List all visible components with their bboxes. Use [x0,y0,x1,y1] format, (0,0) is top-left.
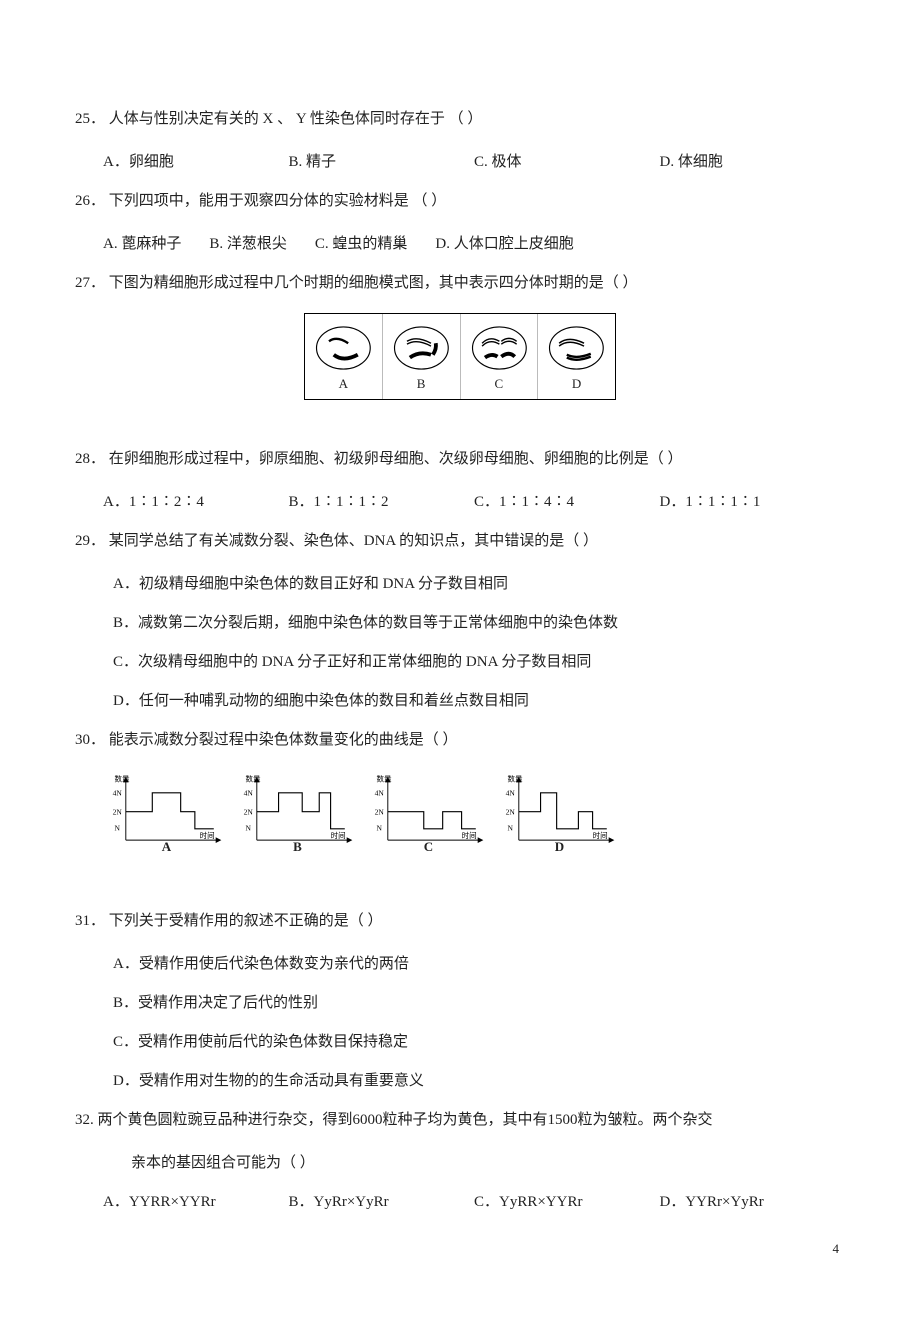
q25-number: 25． [75,111,105,127]
svg-text:4N: 4N [113,789,123,798]
q26-number: 26． [75,193,105,209]
q32-continuation: 亲本的基因组合可能为（ ） [75,1144,845,1183]
q25-text: 人体与性别决定有关的 X 、 Y 性染色体同时存在于 （ ） [109,111,483,127]
q27-panel-c: C [461,314,539,399]
svg-text:时间: 时间 [593,830,608,840]
svg-text:4N: 4N [375,789,385,798]
q27-label-d: D [572,367,581,401]
spacer [75,410,845,440]
q27-figure: A B C [75,313,845,400]
q30-curve-figure: 数量 4N 2N N 时间 A 数量 4N 2N [103,770,623,862]
q32-opt-a: A．YYRR×YYRr [103,1183,289,1222]
q27-panel-a: A [305,314,383,399]
q26-opt-b: B. 洋葱根尖 [209,225,287,264]
q26-options: A. 蓖麻种子 B. 洋葱根尖 C. 蝗虫的精巢 D. 人体口腔上皮细胞 [75,225,845,264]
q31-opt-c: C．受精作用使前后代的染色体数目保持稳定 [113,1023,845,1062]
svg-text:时间: 时间 [200,830,215,840]
q30-panel-a: 数量 4N 2N N 时间 A [103,770,230,862]
q29-opt-c: C．次级精母细胞中的 DNA 分子正好和正常体细胞的 DNA 分子数目相同 [113,643,845,682]
q28-number: 28． [75,451,105,467]
q31-number: 31． [75,913,105,929]
question-28: 28． 在卵细胞形成过程中，卵原细胞、初级卵母细胞、次级卵母细胞、卵细胞的比例是… [75,440,845,479]
q26-opt-d: D. 人体口腔上皮细胞 [435,225,573,264]
q29-opt-d: D．任何一种哺乳动物的细胞中染色体的数目和着丝点数目相同 [113,682,845,721]
q25-opt-a: A．卵细胞 [103,143,289,182]
svg-text:数量: 数量 [507,773,523,783]
q27-label-b: B [417,367,426,401]
page-number: 4 [75,1222,845,1266]
q28-opt-d: D．1∶1∶1∶1 [660,483,846,522]
question-31: 31． 下列关于受精作用的叙述不正确的是（ ） [75,902,845,941]
svg-text:N: N [114,824,120,833]
q28-opt-a: A．1∶1∶2∶4 [103,483,289,522]
spacer [75,872,845,902]
q28-opt-c: C．1∶1∶4∶4 [474,483,660,522]
q28-options: A．1∶1∶2∶4 B．1∶1∶1∶2 C．1∶1∶4∶4 D．1∶1∶1∶1 [75,483,845,522]
q27-label-c: C [495,367,504,401]
q30-label-c: C [424,830,433,864]
svg-text:数量: 数量 [114,773,130,783]
q32-text: 两个黄色圆粒豌豆品种进行杂交，得到6000粒种子均为黄色，其中有1500粒为皱粒… [98,1112,713,1128]
q29-opt-a: A．初级精母细胞中染色体的数目正好和 DNA 分子数目相同 [113,565,845,604]
q27-number: 27． [75,275,105,291]
svg-text:2N: 2N [113,808,123,817]
q30-label-a: A [162,830,171,864]
question-29: 29． 某同学总结了有关减数分裂、染色体、DNA 的知识点，其中错误的是（ ） [75,522,845,561]
q31-opt-b: B．受精作用决定了后代的性别 [113,984,845,1023]
svg-text:4N: 4N [506,789,516,798]
q30-panel-d: 数量 4N 2N N 时间 D [496,770,623,862]
svg-text:数量: 数量 [376,773,392,783]
question-30: 30． 能表示减数分裂过程中染色体数量变化的曲线是（ ） [75,721,845,760]
q29-options: A．初级精母细胞中染色体的数目正好和 DNA 分子数目相同 B．减数第二次分裂后… [75,565,845,721]
q31-options: A．受精作用使后代染色体数变为亲代的两倍 B．受精作用决定了后代的性别 C．受精… [75,945,845,1101]
q32-options: A．YYRR×YYRr B．YyRr×YyRr C．YyRR×YYRr D．YY… [75,1183,845,1222]
svg-text:N: N [376,824,382,833]
q30-panel-b: 数量 4N 2N N 时间 B [234,770,361,862]
svg-text:数量: 数量 [245,773,261,783]
svg-text:时间: 时间 [331,830,346,840]
q28-text: 在卵细胞形成过程中，卵原细胞、初级卵母细胞、次级卵母细胞、卵细胞的比例是（ ） [109,451,683,467]
q31-opt-d: D．受精作用对生物的的生命活动具有重要意义 [113,1062,845,1101]
q27-cells-figure: A B C [304,313,616,400]
q25-opt-d: D. 体细胞 [660,143,846,182]
q30-figure: 数量 4N 2N N 时间 A 数量 4N 2N [75,770,845,862]
question-32: 32. 两个黄色圆粒豌豆品种进行杂交，得到6000粒种子均为黄色，其中有1500… [75,1101,845,1140]
q27-panel-d: D [538,314,615,399]
question-25: 25． 人体与性别决定有关的 X 、 Y 性染色体同时存在于 （ ） [75,100,845,139]
q28-opt-b: B．1∶1∶1∶2 [289,483,475,522]
q29-text: 某同学总结了有关减数分裂、染色体、DNA 的知识点，其中错误的是（ ） [109,533,598,549]
svg-text:4N: 4N [244,789,254,798]
q30-text: 能表示减数分裂过程中染色体数量变化的曲线是（ ） [109,732,458,748]
q26-opt-a: A. 蓖麻种子 [103,225,181,264]
q31-text: 下列关于受精作用的叙述不正确的是（ ） [109,913,383,929]
q30-panel-c: 数量 4N 2N N 时间 C [365,770,492,862]
q27-panel-b: B [383,314,461,399]
q32-opt-b: B．YyRr×YyRr [289,1183,475,1222]
q27-label-a: A [339,367,348,401]
svg-text:2N: 2N [506,808,516,817]
q26-text: 下列四项中，能用于观察四分体的实验材料是 （ ） [109,193,447,209]
q25-options: A．卵细胞 B. 精子 C. 极体 D. 体细胞 [75,143,845,182]
question-27: 27． 下图为精细胞形成过程中几个时期的细胞模式图，其中表示四分体时期的是（ ） [75,264,845,303]
svg-text:2N: 2N [375,808,385,817]
q32-opt-d: D．YYRr×YyRr [660,1183,846,1222]
q30-number: 30． [75,732,105,748]
q26-opt-c: C. 蝗虫的精巢 [315,225,408,264]
q32-number: 32. [75,1112,98,1128]
q27-text: 下图为精细胞形成过程中几个时期的细胞模式图，其中表示四分体时期的是（ ） [109,275,638,291]
q25-opt-c: C. 极体 [474,143,660,182]
svg-text:N: N [245,824,251,833]
q31-opt-a: A．受精作用使后代染色体数变为亲代的两倍 [113,945,845,984]
q32-opt-c: C．YyRR×YYRr [474,1183,660,1222]
svg-text:时间: 时间 [462,830,477,840]
svg-text:N: N [507,824,513,833]
q29-opt-b: B．减数第二次分裂后期，细胞中染色体的数目等于正常体细胞中的染色体数 [113,604,845,643]
q30-label-d: D [555,830,564,864]
q25-opt-b: B. 精子 [289,143,475,182]
question-26: 26． 下列四项中，能用于观察四分体的实验材料是 （ ） [75,182,845,221]
q30-label-b: B [293,830,302,864]
svg-text:2N: 2N [244,808,254,817]
q29-number: 29． [75,533,105,549]
